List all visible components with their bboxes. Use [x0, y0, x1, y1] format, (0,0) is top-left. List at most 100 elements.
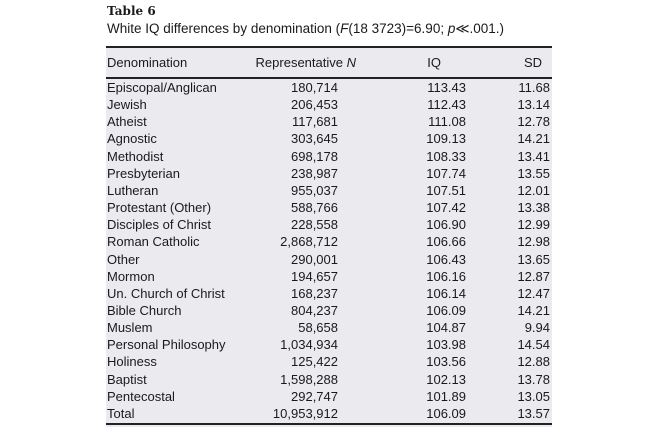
sd-cell: 13.38	[517, 200, 550, 216]
n-cell: 2,868,712	[280, 234, 338, 250]
sd-cell: 13.14	[517, 97, 550, 113]
iq-cell: 111.08	[428, 114, 466, 130]
iq-cell: 106.90	[426, 217, 466, 233]
sd-cell: 12.78	[517, 114, 550, 130]
n-cell: 292,747	[291, 388, 338, 404]
header-rule	[106, 77, 552, 79]
iq-cell: 103.98	[426, 337, 466, 353]
denomination-cell: Protestant (Other)	[107, 200, 212, 216]
total-row: Total 10,953,912 106.09 13.57	[106, 405, 552, 422]
table-row: Pentecostal 292,747 101.89 13.05	[106, 388, 552, 405]
table-row: Personal Philosophy 1,034,934 103.98 14.54	[106, 336, 552, 353]
n-cell: 290,001	[291, 251, 338, 267]
iq-cell: 106.43	[426, 251, 466, 267]
denomination-cell: Disciples of Christ	[107, 217, 212, 233]
iq-cell: 106.66	[426, 234, 466, 250]
table-row: Episcopal/Anglican 180,714 113.43 11.68	[106, 79, 552, 96]
denomination-cell: Other	[107, 251, 140, 267]
sd-cell: 14.21	[517, 131, 550, 147]
table-row: Agnostic 303,645 109.13 14.21	[106, 130, 552, 147]
sd-cell: 13.05	[517, 388, 550, 404]
sd-cell: 14.54	[517, 337, 550, 353]
denomination-cell: Atheist	[107, 114, 147, 130]
sd-cell: 13.65	[517, 251, 550, 267]
sd-cell: 12.88	[517, 354, 550, 370]
caption-text: White IQ differences by denomination (	[107, 21, 341, 36]
denomination-cell: Bible Church	[107, 302, 182, 318]
n-cell: 168,237	[291, 285, 338, 301]
caption-p: p	[447, 21, 456, 36]
iq-cell: 108.33	[426, 148, 466, 164]
denomination-cell: Agnostic	[107, 131, 157, 147]
n-cell: 1,034,934	[280, 337, 338, 353]
sd-cell: 11.68	[518, 80, 550, 95]
sd-cell: 13.41	[517, 148, 550, 164]
table-row: Atheist 117,681 111.08 12.78	[106, 113, 552, 130]
n-cell: 180,714	[291, 80, 338, 95]
denomination-cell: Muslem	[107, 320, 153, 336]
header-n-label: Representative	[255, 55, 347, 70]
sd-cell: 12.99	[517, 217, 550, 233]
sd-cell: 13.57	[517, 405, 550, 421]
n-cell: 698,178	[291, 148, 338, 164]
n-cell: 58,658	[298, 320, 338, 336]
iq-cell: 109.13	[426, 131, 466, 147]
table-row: Bible Church 804,237 106.09 14.21	[106, 302, 552, 319]
iq-cell: 107.74	[426, 165, 466, 181]
iq-cell: 112.43	[427, 97, 466, 113]
denomination-cell: Presbyterian	[107, 165, 180, 181]
header-row: Denomination Representative N IQ SD	[106, 54, 552, 71]
table-row: Protestant (Other) 588,766 107.42 13.38	[106, 199, 552, 216]
denomination-cell: Roman Catholic	[107, 234, 200, 250]
caption-stat: (18 3723)=6.90;	[348, 21, 448, 36]
n-cell: 10,953,912	[272, 405, 338, 421]
table-row: Jewish 206,453 112.43 13.14	[106, 96, 552, 113]
iq-cell: 107.42	[426, 200, 466, 216]
bottom-rule	[106, 423, 552, 425]
table-row: Mormon 194,657 106.16 12.87	[106, 268, 552, 285]
table-row: Muslem 58,658 104.87 9.94	[106, 319, 552, 336]
sd-cell: 13.78	[517, 371, 550, 387]
iq-cell: 106.14	[426, 285, 466, 301]
header-sd: SD	[523, 55, 542, 70]
denomination-cell: Episcopal/Anglican	[107, 80, 217, 95]
denomination-cell: Un. Church of Christ	[107, 285, 225, 301]
table-row: Holiness 125,422 103.56 12.88	[106, 353, 552, 370]
table-caption: White IQ differences by denomination (F(…	[107, 21, 504, 37]
table-label: Table 6	[107, 4, 156, 18]
n-cell: 804,237	[291, 302, 338, 318]
denomination-cell: Total	[107, 405, 135, 421]
table-row: Presbyterian 238,987 107.74 13.55	[106, 165, 552, 182]
denomination-cell: Pentecostal	[107, 388, 175, 404]
n-cell: 955,037	[291, 182, 338, 198]
iq-cell: 113.43	[427, 80, 466, 95]
denomination-cell: Methodist	[107, 148, 164, 164]
table-row: Baptist 1,598,288 102.13 13.78	[106, 371, 552, 388]
top-rule	[106, 46, 552, 48]
header-iq: IQ	[427, 55, 441, 70]
denomination-cell: Lutheran	[107, 182, 159, 198]
table-row: Methodist 698,178 108.33 13.41	[106, 148, 552, 165]
caption-f: F	[340, 21, 349, 36]
table-row: Lutheran 955,037 107.51 12.01	[106, 182, 552, 199]
iq-cell: 107.51	[426, 182, 466, 198]
iq-cell: 106.09	[426, 405, 466, 421]
header-n: Representative N	[256, 54, 356, 71]
n-cell: 117,681	[291, 114, 338, 130]
table-row: Other 290,001 106.43 13.65	[106, 251, 552, 268]
data-table: Denomination Representative N IQ SD Epis…	[106, 46, 552, 427]
denomination-cell: Jewish	[107, 97, 147, 113]
table-row: Roman Catholic 2,868,712 106.66 12.98	[106, 233, 552, 250]
caption-pvalue: ≪.001.)	[455, 21, 504, 36]
sd-cell: 12.01	[517, 182, 550, 198]
header-denomination: Denomination	[107, 55, 188, 70]
table-row: Un. Church of Christ 168,237 106.14 12.47	[106, 285, 552, 302]
n-cell: 588,766	[291, 200, 338, 216]
iq-cell: 104.87	[426, 320, 466, 336]
n-cell: 238,987	[291, 165, 338, 181]
iq-cell: 106.16	[426, 268, 466, 284]
iq-cell: 101.89	[426, 388, 466, 404]
n-cell: 1,598,288	[280, 371, 338, 387]
iq-cell: 103.56	[426, 354, 466, 370]
iq-cell: 102.13	[426, 371, 466, 387]
